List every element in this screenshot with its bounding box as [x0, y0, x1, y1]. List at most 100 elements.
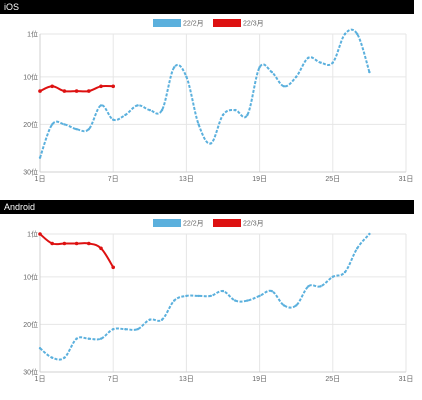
series-line	[39, 28, 371, 159]
data-point	[124, 328, 127, 331]
data-point	[319, 285, 322, 288]
data-point	[221, 289, 225, 293]
data-point	[38, 232, 42, 236]
data-point	[258, 66, 261, 69]
legend-swatch	[153, 19, 181, 27]
y-tick-label: 30位	[23, 168, 38, 177]
series-line	[39, 233, 115, 268]
data-point	[209, 142, 212, 145]
data-point	[87, 89, 91, 93]
data-point	[270, 70, 273, 74]
x-tick-label: 1日	[35, 375, 46, 383]
y-tick-label: 10位	[23, 272, 38, 281]
y-tick-label: 10位	[23, 72, 38, 81]
x-tick-label: 25日	[325, 175, 340, 183]
data-point	[197, 123, 200, 126]
data-point	[38, 347, 42, 350]
y-tick-label: 20位	[23, 320, 38, 329]
legend-swatch	[153, 219, 181, 227]
data-point	[160, 108, 164, 112]
data-point	[62, 241, 67, 246]
series-line	[39, 233, 371, 361]
data-point	[87, 128, 91, 131]
data-point	[343, 32, 347, 36]
data-point	[99, 84, 103, 89]
x-tick-label: 7日	[108, 175, 119, 183]
data-point	[295, 75, 298, 78]
data-point	[234, 299, 237, 302]
data-point	[112, 118, 115, 121]
data-point	[368, 232, 371, 236]
x-tick-label: 19日	[252, 175, 267, 183]
data-point	[246, 299, 249, 302]
data-point	[209, 294, 212, 298]
data-point	[282, 304, 286, 307]
data-point	[343, 270, 347, 274]
data-point	[75, 337, 78, 340]
data-point	[185, 294, 188, 298]
data-point	[234, 108, 237, 112]
data-point	[99, 246, 103, 251]
x-tick-label: 7日	[108, 375, 119, 383]
data-point	[356, 32, 359, 36]
data-point	[295, 304, 298, 307]
x-tick-label: 13日	[179, 375, 194, 383]
x-tick-label: 13日	[179, 175, 194, 183]
legend-label: 22/2月	[183, 20, 204, 28]
data-point	[258, 294, 261, 298]
data-point	[51, 123, 54, 126]
data-point	[111, 84, 115, 89]
data-point	[185, 75, 188, 78]
data-point	[62, 89, 67, 93]
legend-swatch	[213, 219, 241, 227]
data-point	[270, 289, 273, 293]
data-point	[368, 70, 371, 74]
data-point	[111, 265, 115, 270]
x-tick-label: 19日	[252, 375, 267, 383]
data-point	[38, 156, 42, 159]
legend-swatch	[213, 19, 241, 27]
legend-label: 22/2月	[183, 220, 204, 228]
data-point	[75, 128, 78, 131]
x-tick-label: 1日	[35, 175, 46, 183]
ios-header-bar: iOS	[0, 0, 414, 14]
data-point	[319, 61, 322, 64]
data-point	[307, 285, 310, 288]
data-point	[124, 113, 127, 117]
x-tick-label: 31日	[399, 175, 414, 183]
y-tick-label: 1位	[27, 230, 38, 239]
y-tick-label: 30位	[23, 368, 38, 377]
y-tick-label: 20位	[23, 120, 38, 129]
data-point	[356, 247, 359, 250]
data-point	[87, 241, 91, 246]
data-point	[74, 241, 79, 246]
data-point	[63, 123, 66, 126]
x-tick-label: 31日	[399, 375, 414, 383]
data-point	[99, 337, 103, 340]
data-point	[331, 61, 334, 64]
ios-chart-title: iOS	[4, 2, 20, 12]
data-point	[136, 104, 139, 107]
data-point	[50, 241, 54, 246]
data-point	[173, 299, 176, 302]
y-tick-label: 1位	[27, 30, 38, 39]
data-point	[148, 108, 151, 112]
android-header-bar: Android	[0, 200, 414, 214]
data-point	[50, 84, 54, 89]
data-point	[38, 89, 42, 93]
data-point	[51, 356, 54, 359]
data-point	[221, 113, 225, 117]
android-chart-title: Android	[4, 202, 36, 212]
data-point	[173, 66, 176, 69]
data-point	[63, 356, 66, 359]
data-point	[112, 328, 115, 331]
data-point	[246, 113, 249, 117]
data-point	[282, 85, 286, 88]
data-point	[331, 275, 334, 278]
x-tick-label: 25日	[325, 375, 340, 383]
data-point	[307, 56, 310, 59]
data-point	[87, 337, 91, 340]
legend-label: 22/3月	[243, 20, 264, 28]
